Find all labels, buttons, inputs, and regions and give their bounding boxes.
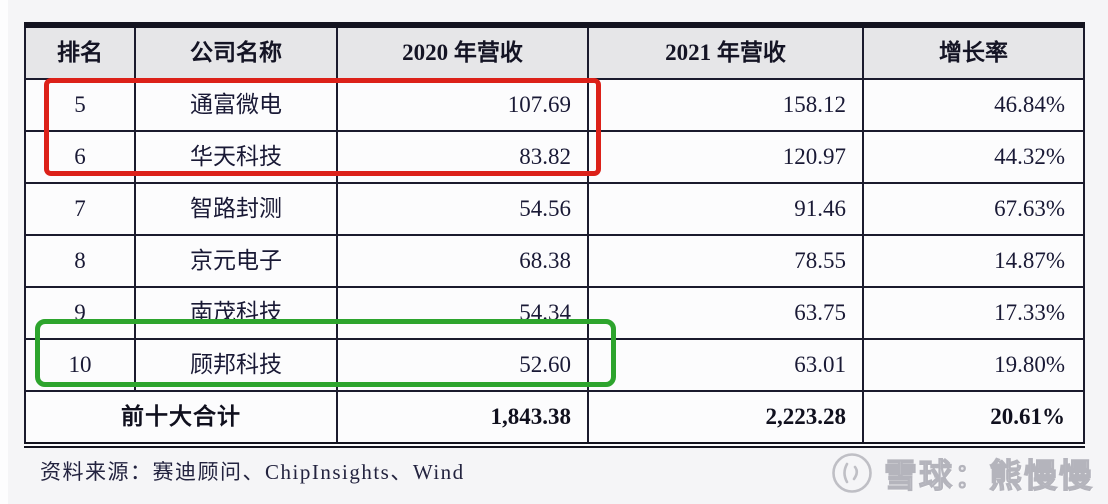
rank-cell: 10: [24, 338, 136, 392]
source-note: 资料来源：赛迪顾问、ChipInsights、Wind: [40, 460, 465, 484]
growth-cell: 17.33%: [862, 286, 1085, 340]
rev2021-cell: 78.55: [587, 234, 864, 288]
revenue-ranking-table: 排名 公司名称 2020 年营收 2021 年营收 增长率 5 通富微电 107…: [24, 22, 1085, 448]
total-label-cell: 前十大合计: [24, 390, 338, 448]
snowball-logo-icon: [832, 453, 872, 493]
company-cell: 华天科技: [134, 130, 338, 184]
table-row: 5 通富微电 107.69 158.12 46.84%: [24, 78, 1085, 132]
rev2021-cell: 63.75: [587, 286, 864, 340]
table-row: 9 南茂科技 54.34 63.75 17.33%: [24, 286, 1085, 340]
rev2020-cell: 52.60: [336, 338, 589, 392]
rev2020-cell: 68.38: [336, 234, 589, 288]
rev2021-cell: 120.97: [587, 130, 864, 184]
table-row: 6 华天科技 83.82 120.97 44.32%: [24, 130, 1085, 184]
rank-cell: 9: [24, 286, 136, 340]
col-header-company: 公司名称: [134, 22, 338, 80]
rev2021-cell: 63.01: [587, 338, 864, 392]
rank-cell: 5: [24, 78, 136, 132]
rank-cell: 8: [24, 234, 136, 288]
growth-cell: 46.84%: [862, 78, 1085, 132]
watermark-text: 雪球：熊慢慢: [883, 456, 1094, 494]
growth-cell: 44.32%: [862, 130, 1085, 184]
header-row: 排名 公司名称 2020 年营收 2021 年营收 增长率: [24, 22, 1085, 80]
rev2021-cell: 158.12: [587, 78, 864, 132]
growth-cell: 19.80%: [862, 338, 1085, 392]
company-cell: 京元电子: [134, 234, 338, 288]
company-cell: 通富微电: [134, 78, 338, 132]
total-rev2021-cell: 2,223.28: [587, 390, 864, 448]
rev2021-cell: 91.46: [587, 182, 864, 236]
total-row: 前十大合计 1,843.38 2,223.28 20.61%: [24, 390, 1085, 448]
watermark: 雪球：熊慢慢: [830, 449, 1094, 497]
rev2020-cell: 83.82: [336, 130, 589, 184]
col-header-rev2021: 2021 年营收: [587, 22, 864, 80]
col-header-rank: 排名: [24, 22, 136, 80]
growth-cell: 14.87%: [862, 234, 1085, 288]
company-cell: 智路封测: [134, 182, 338, 236]
table-row: 8 京元电子 68.38 78.55 14.87%: [24, 234, 1085, 288]
col-header-rev2020: 2020 年营收: [336, 22, 589, 80]
rev2020-cell: 54.34: [336, 286, 589, 340]
company-cell: 顾邦科技: [134, 338, 338, 392]
company-cell: 南茂科技: [134, 286, 338, 340]
rev2020-cell: 107.69: [336, 78, 589, 132]
growth-cell: 67.63%: [862, 182, 1085, 236]
total-growth-cell: 20.61%: [862, 390, 1085, 448]
rank-cell: 7: [24, 182, 136, 236]
table-row: 10 顾邦科技 52.60 63.01 19.80%: [24, 338, 1085, 392]
rank-cell: 6: [24, 130, 136, 184]
total-rev2020-cell: 1,843.38: [336, 390, 589, 448]
rev2020-cell: 54.56: [336, 182, 589, 236]
col-header-growth: 增长率: [862, 22, 1085, 80]
table-row: 7 智路封测 54.56 91.46 67.63%: [24, 182, 1085, 236]
